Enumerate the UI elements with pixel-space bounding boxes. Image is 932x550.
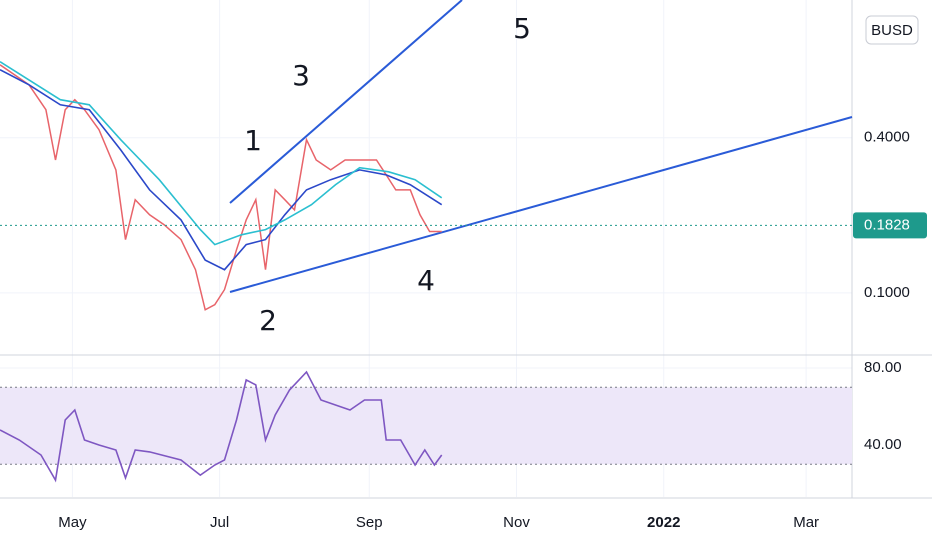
last-price-tag: [853, 212, 927, 239]
series-line: [0, 370, 443, 483]
y-tick-label: 40.00: [864, 436, 902, 453]
series-line: [0, 61, 443, 246]
wave-label: 4: [417, 264, 435, 297]
wave-label: 3: [292, 59, 310, 92]
x-tick-label: Mar: [793, 514, 819, 531]
y-tick-label: 0.4000: [864, 129, 910, 146]
x-tick-label: Nov: [503, 514, 530, 531]
trend-line: [229, 0, 463, 204]
wave-label: 1: [244, 124, 262, 157]
x-tick-label: Jul: [210, 514, 229, 531]
wave-label: 2: [259, 304, 277, 337]
y-tick-label: 80.00: [864, 359, 902, 376]
x-tick-label: May: [58, 514, 87, 531]
wave-label: 5: [513, 12, 531, 45]
y-tick-label: 0.1000: [864, 284, 910, 301]
series-line: [0, 68, 443, 271]
trend-line: [229, 116, 853, 293]
series-line: [0, 64, 442, 311]
currency-button[interactable]: [865, 15, 919, 45]
x-tick-label: 2022: [647, 514, 680, 531]
last-price-label: 0.1828: [864, 216, 910, 233]
x-tick-label: Sep: [356, 514, 383, 531]
currency-label[interactable]: BUSD: [871, 22, 913, 39]
